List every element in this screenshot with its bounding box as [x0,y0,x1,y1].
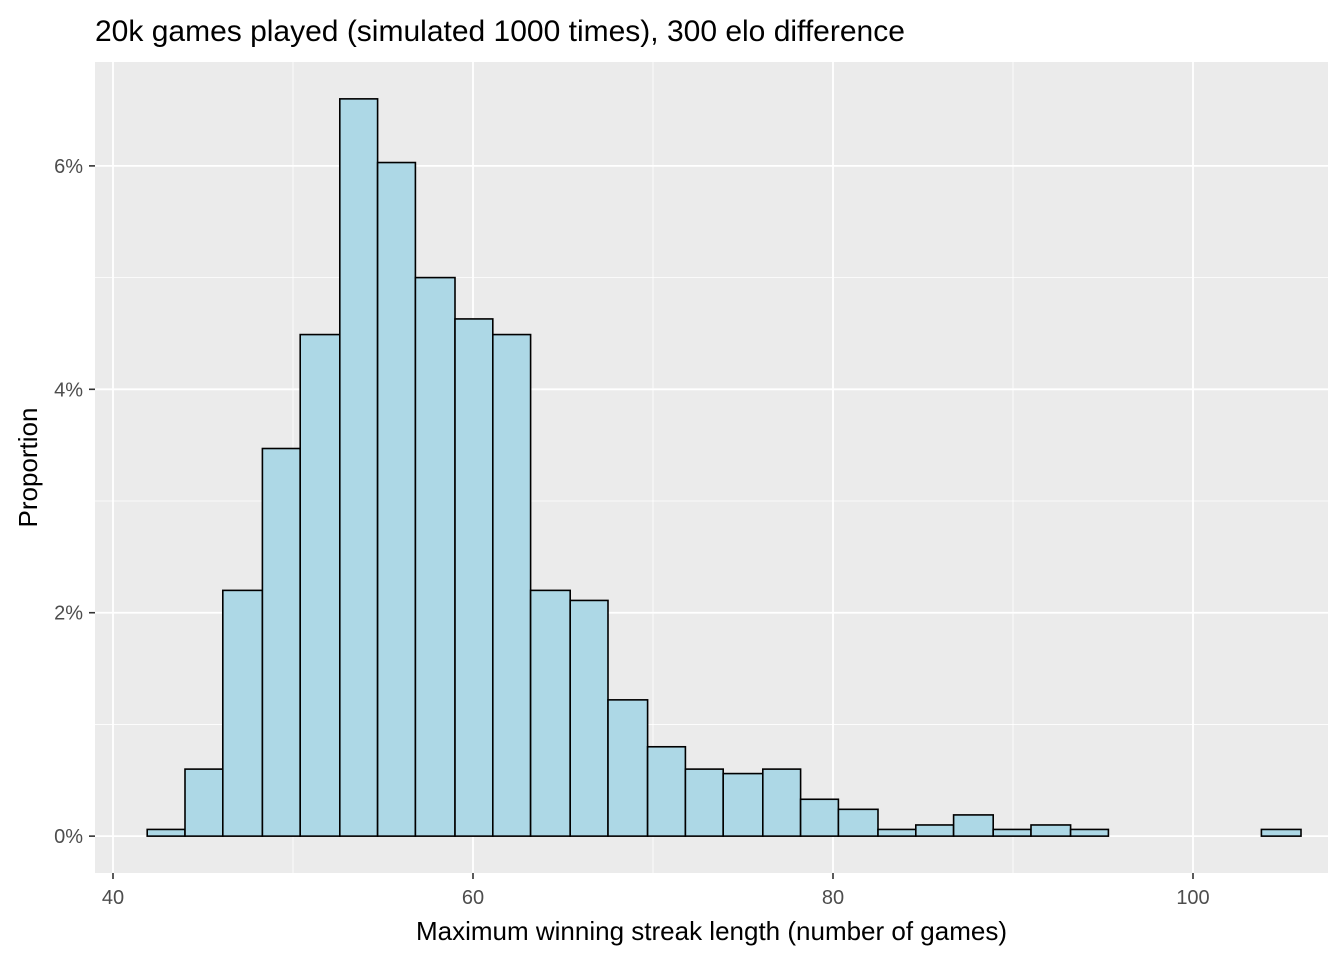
x-tick-label: 40 [102,887,124,909]
histogram-bar [299,333,341,837]
y-axis-title: Proportion [13,408,43,528]
histogram-bar [338,98,379,837]
histogram-bar [491,333,532,837]
y-tick-label: 6% [54,156,83,178]
y-axis: 0% 2% 4% 6% [54,156,95,848]
histogram-bar [646,745,687,837]
histogram-bar [952,814,994,837]
histogram-bar [607,699,649,837]
histogram-bar [184,768,224,837]
histogram-bar [569,599,609,837]
histogram-bar [414,276,456,837]
histogram-bar [992,828,1032,837]
histogram-bar [1069,828,1110,837]
histogram-bar [146,828,186,837]
histogram-bar [454,318,494,837]
histogram-bar [1260,828,1302,837]
histogram-bar [722,772,764,837]
y-tick-label: 2% [54,603,83,625]
y-tick-label: 4% [54,379,83,401]
histogram-bar [877,828,917,837]
histogram-bar [261,447,301,837]
x-axis: 40 60 80 100 [102,873,1210,909]
histogram-bars [146,98,1302,837]
histogram-bar [837,808,879,837]
x-tick-label: 60 [462,887,484,909]
histogram-bar [222,589,264,837]
histogram-bar [799,798,840,837]
histogram-bar [761,768,802,837]
x-tick-label: 100 [1176,887,1209,909]
histogram-bar [529,589,571,837]
x-axis-title: Maximum winning streak length (number of… [416,916,1007,946]
chart-title: 20k games played (simulated 1000 times),… [95,15,905,48]
histogram-bar [684,768,725,837]
y-tick-label: 0% [54,826,83,848]
histogram-bar [1030,824,1072,837]
histogram-bar [376,161,417,837]
histogram-bar [914,824,955,837]
x-tick-label: 80 [822,887,844,909]
